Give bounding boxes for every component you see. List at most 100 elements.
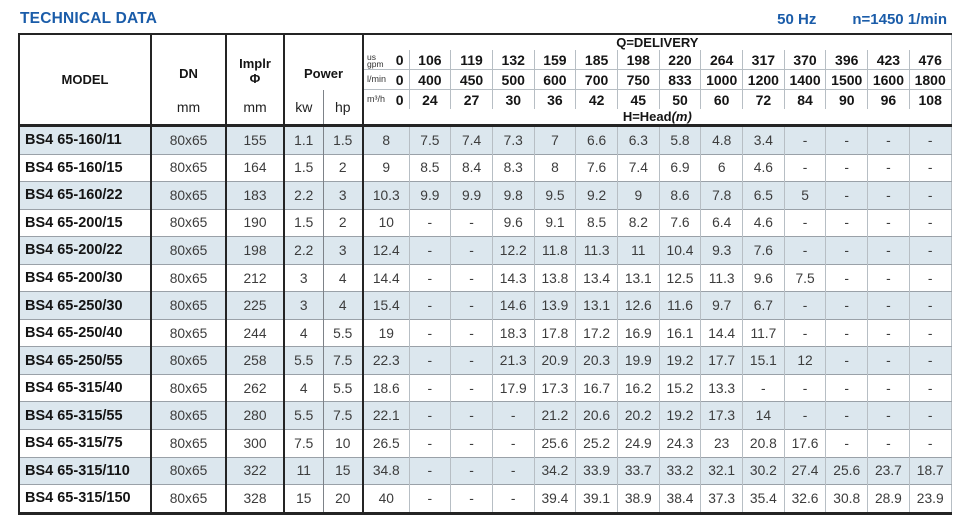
kw-cell: 3 <box>284 291 324 320</box>
implr-cell: 183 <box>226 181 285 210</box>
delivery-value-header: 1000 <box>700 69 743 90</box>
head-value-cell: 7 <box>533 125 576 155</box>
head-value-cell: 25.6 <box>825 456 868 485</box>
kw-cell: 5.5 <box>284 346 324 375</box>
m3h-zero-cell: m³/h 0 <box>363 89 410 109</box>
head-value-cell: - <box>408 456 451 485</box>
dn-cell: 80x65 <box>151 125 227 155</box>
head-value-cell: - <box>450 484 493 514</box>
delivery-value-header: 396 <box>825 50 868 70</box>
head-value-cell: 14.4 <box>700 318 743 347</box>
head-value-cell: - <box>825 181 868 210</box>
head-value-cell: 5 <box>783 181 826 210</box>
gpm-zero-cell: us gpm 0 <box>363 50 410 70</box>
head-value-cell: 27.4 <box>783 456 826 485</box>
implr-cell: 328 <box>226 484 285 514</box>
head-value-cell: 15.2 <box>658 373 701 402</box>
delivery-value-header: 30 <box>491 89 535 109</box>
head-value-cell: 7.6 <box>742 236 785 265</box>
head-value-cell: - <box>908 373 952 402</box>
head-value-cell: 9.2 <box>575 181 618 210</box>
head-value-cell: 7.5 <box>783 263 826 292</box>
head-title: H=Head(m) <box>363 109 952 127</box>
head-value-cell: - <box>408 291 451 320</box>
kw-cell: 2.2 <box>284 236 324 265</box>
head-value-cell: - <box>867 429 910 458</box>
header-row-m3h: mm mm kw hp m³/h 0 24 27 30 36 42 45 50 60 72 84 9… <box>19 89 952 127</box>
delivery-value-header: 476 <box>908 50 952 70</box>
delivery-value-header: 833 <box>658 69 701 90</box>
head-value-cell: 8 <box>533 153 576 182</box>
head-value-cell: - <box>408 236 451 265</box>
head-value-cell: - <box>908 429 952 458</box>
head-value-cell: 9 <box>363 153 410 182</box>
hp-cell: 4 <box>323 291 365 320</box>
head-value-cell: 9.8 <box>491 181 535 210</box>
column-header-dn: DN <box>151 34 227 90</box>
kw-cell: 2.2 <box>284 181 324 210</box>
head-value-cell: - <box>825 125 868 155</box>
hp-cell: 2 <box>323 153 365 182</box>
head-value-cell: 16.2 <box>616 373 660 402</box>
head-value-cell: - <box>908 153 952 182</box>
head-value-cell: - <box>408 484 451 514</box>
head-value-cell: 28.9 <box>867 484 910 514</box>
model-cell: BS4 65-315/55 <box>19 401 152 430</box>
head-value-cell: - <box>408 318 451 347</box>
head-value-cell: - <box>867 318 910 347</box>
head-value-cell: 12 <box>783 346 826 375</box>
delivery-value-header: 264 <box>700 50 743 70</box>
delivery-value-header: 423 <box>867 50 910 70</box>
column-header-implr: Implr Φ <box>226 34 285 90</box>
head-value-cell: - <box>491 401 535 430</box>
hp-unit-label: hp <box>323 89 365 127</box>
head-value-cell: - <box>908 236 952 265</box>
implr-label: Implr <box>239 55 271 71</box>
head-value-cell: 37.3 <box>700 484 743 514</box>
head-value-cell: - <box>908 291 952 320</box>
unit-m3h: m³/h <box>367 94 386 104</box>
implr-cell: 322 <box>226 456 285 485</box>
head-value-cell: - <box>867 291 910 320</box>
head-value-cell: - <box>825 346 868 375</box>
head-value-cell: 9.5 <box>533 181 576 210</box>
delivery-value-header: 108 <box>908 89 952 109</box>
head-value-cell: - <box>450 401 493 430</box>
head-value-cell: 7.5 <box>408 125 451 155</box>
head-value-cell: - <box>908 181 952 210</box>
dn-cell: 80x65 <box>151 484 227 514</box>
unit-us-gpm: us gpm <box>367 51 384 69</box>
hp-cell: 5.5 <box>323 318 365 347</box>
implr-cell: 244 <box>226 318 285 347</box>
head-value-cell: 21.2 <box>533 401 576 430</box>
head-value-cell: 17.6 <box>783 429 826 458</box>
table-row: BS4 65-200/30 80x65 212 3 4 14.4- -14.3 13.8 13.… <box>19 263 952 292</box>
lmin-zero: 0 <box>395 71 404 88</box>
head-value-cell: 12.5 <box>658 263 701 292</box>
head-value-cell: - <box>450 236 493 265</box>
head-value-cell: 18.6 <box>363 373 410 402</box>
head-value-cell: 34.2 <box>533 456 576 485</box>
delivery-value-header: 1800 <box>908 69 952 90</box>
head-value-cell: 14.3 <box>491 263 535 292</box>
delivery-value-header: 185 <box>575 50 618 70</box>
model-cell: BS4 65-160/22 <box>19 181 152 210</box>
head-value-cell: 19.2 <box>658 346 701 375</box>
head-value-cell: 32.1 <box>700 456 743 485</box>
head-value-cell: 4.6 <box>742 153 785 182</box>
head-value-cell: 13.9 <box>533 291 576 320</box>
head-value-cell: 17.2 <box>575 318 618 347</box>
delivery-value-header: 45 <box>616 89 660 109</box>
head-value-cell: - <box>450 291 493 320</box>
speed-label: n=1450 1/min <box>852 11 947 28</box>
head-value-cell: - <box>408 429 451 458</box>
head-value-cell: 21.3 <box>491 346 535 375</box>
delivery-value-header: 159 <box>533 50 576 70</box>
delivery-value-header: 600 <box>533 69 576 90</box>
delivery-value-header: 24 <box>408 89 451 109</box>
delivery-value-header: 1500 <box>825 69 868 90</box>
head-value-cell: - <box>908 346 952 375</box>
m3h-zero: 0 <box>395 91 404 108</box>
head-value-cell: 9 <box>616 181 660 210</box>
head-value-cell: 4.8 <box>700 125 743 155</box>
